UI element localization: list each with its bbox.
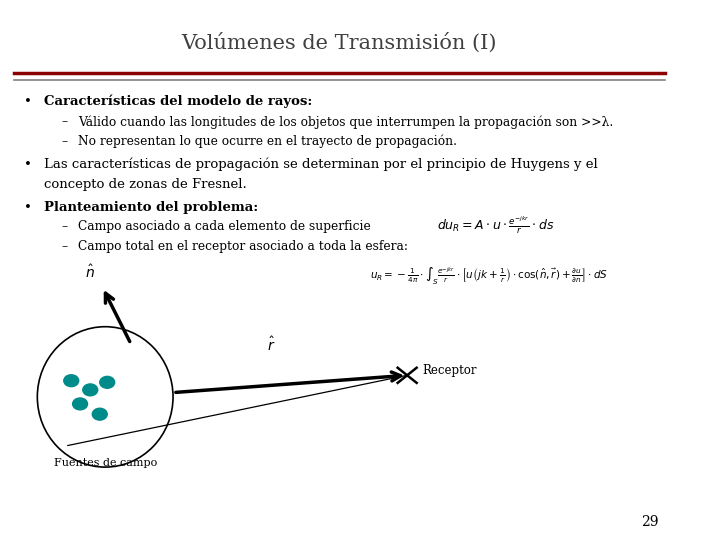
Text: concepto de zonas de Fresnel.: concepto de zonas de Fresnel. — [44, 178, 247, 191]
Text: •: • — [24, 158, 32, 171]
Text: Planteamiento del problema:: Planteamiento del problema: — [44, 201, 258, 214]
Text: $du_R = A \cdot u \cdot \frac{e^{-jkr}}{r} \cdot ds$: $du_R = A \cdot u \cdot \frac{e^{-jkr}}{… — [437, 214, 554, 236]
Circle shape — [73, 398, 88, 410]
Circle shape — [100, 376, 114, 388]
Text: –: – — [61, 115, 67, 128]
Text: Campo total en el receptor asociado a toda la esfera:: Campo total en el receptor asociado a to… — [78, 240, 408, 253]
Circle shape — [83, 384, 98, 396]
Text: No representan lo que ocurre en el trayecto de propagación.: No representan lo que ocurre en el traye… — [78, 135, 457, 148]
Circle shape — [92, 408, 107, 420]
Text: •: • — [24, 201, 32, 214]
Circle shape — [64, 375, 78, 387]
Text: –: – — [61, 220, 67, 233]
Text: –: – — [61, 135, 67, 148]
Text: Características del modelo de rayos:: Características del modelo de rayos: — [44, 94, 312, 108]
Text: Receptor: Receptor — [422, 364, 477, 377]
Text: 29: 29 — [641, 515, 658, 529]
Text: –: – — [61, 240, 67, 253]
Text: $u_R = -\frac{1}{4\pi} \cdot \int_S \frac{e^{-jkr}}{r} \cdot \left[ u\left(jk+\f: $u_R = -\frac{1}{4\pi} \cdot \int_S \fra… — [369, 266, 608, 287]
Text: Válido cuando las longitudes de los objetos que interrumpen la propagación son >: Válido cuando las longitudes de los obje… — [78, 115, 613, 129]
Ellipse shape — [37, 327, 173, 467]
Text: Campo asociado a cada elemento de superficie: Campo asociado a cada elemento de superf… — [78, 220, 371, 233]
Text: •: • — [24, 94, 32, 107]
Text: $\hat{n}$: $\hat{n}$ — [86, 264, 95, 281]
Text: Fuentes de campo: Fuentes de campo — [53, 458, 157, 468]
Text: Las características de propagación se determinan por el principio de Huygens y e: Las características de propagación se de… — [44, 158, 598, 171]
Text: Volúmenes de Transmisión (I): Volúmenes de Transmisión (I) — [181, 32, 497, 52]
Text: $\hat{r}$: $\hat{r}$ — [267, 335, 276, 354]
